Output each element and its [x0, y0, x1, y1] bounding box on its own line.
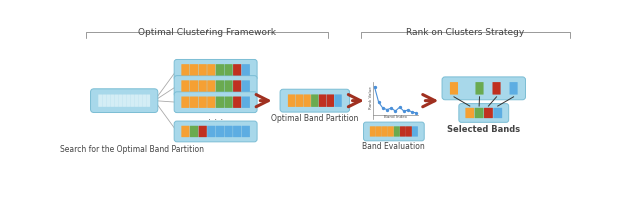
FancyBboxPatch shape: [174, 76, 257, 96]
FancyBboxPatch shape: [90, 89, 158, 113]
FancyBboxPatch shape: [484, 108, 493, 118]
Text: Optimal Band Partition: Optimal Band Partition: [271, 114, 358, 123]
FancyBboxPatch shape: [412, 126, 418, 137]
FancyBboxPatch shape: [376, 126, 382, 137]
FancyBboxPatch shape: [233, 126, 241, 137]
FancyBboxPatch shape: [233, 80, 241, 92]
FancyBboxPatch shape: [190, 97, 198, 108]
FancyBboxPatch shape: [181, 64, 189, 76]
FancyBboxPatch shape: [465, 108, 474, 118]
FancyBboxPatch shape: [509, 82, 518, 94]
FancyBboxPatch shape: [242, 126, 250, 137]
FancyBboxPatch shape: [225, 80, 233, 92]
FancyBboxPatch shape: [130, 94, 134, 107]
FancyBboxPatch shape: [296, 94, 303, 107]
FancyBboxPatch shape: [134, 94, 138, 107]
FancyBboxPatch shape: [126, 94, 130, 107]
FancyBboxPatch shape: [142, 94, 146, 107]
FancyBboxPatch shape: [242, 80, 250, 92]
FancyBboxPatch shape: [198, 126, 207, 137]
FancyBboxPatch shape: [110, 94, 114, 107]
FancyBboxPatch shape: [319, 94, 326, 107]
FancyBboxPatch shape: [303, 94, 311, 107]
FancyBboxPatch shape: [326, 94, 334, 107]
FancyBboxPatch shape: [280, 89, 349, 112]
Text: Selected Bands: Selected Bands: [447, 125, 520, 134]
FancyBboxPatch shape: [174, 121, 257, 142]
FancyBboxPatch shape: [476, 82, 484, 94]
Text: Band Index: Band Index: [384, 115, 407, 119]
FancyBboxPatch shape: [190, 126, 198, 137]
FancyBboxPatch shape: [394, 126, 400, 137]
FancyBboxPatch shape: [475, 108, 484, 118]
Text: Rank on Clusters Strategy: Rank on Clusters Strategy: [406, 28, 524, 37]
FancyBboxPatch shape: [138, 94, 142, 107]
FancyBboxPatch shape: [181, 80, 189, 92]
FancyBboxPatch shape: [400, 126, 406, 137]
FancyBboxPatch shape: [225, 64, 233, 76]
FancyBboxPatch shape: [118, 94, 122, 107]
FancyBboxPatch shape: [364, 122, 424, 141]
Bar: [368, 81, 419, 121]
FancyBboxPatch shape: [370, 126, 376, 137]
FancyBboxPatch shape: [207, 80, 216, 92]
FancyBboxPatch shape: [181, 97, 189, 108]
FancyBboxPatch shape: [181, 126, 189, 137]
FancyBboxPatch shape: [198, 97, 207, 108]
FancyBboxPatch shape: [288, 94, 295, 107]
FancyBboxPatch shape: [207, 64, 216, 76]
FancyBboxPatch shape: [99, 94, 102, 107]
FancyBboxPatch shape: [493, 108, 502, 118]
Text: Optimal Clustering Framework: Optimal Clustering Framework: [138, 28, 276, 37]
FancyBboxPatch shape: [233, 97, 241, 108]
FancyBboxPatch shape: [311, 94, 319, 107]
FancyBboxPatch shape: [225, 97, 233, 108]
FancyBboxPatch shape: [207, 126, 216, 137]
FancyBboxPatch shape: [467, 82, 475, 94]
Text: Search for the Optimal Band Partition: Search for the Optimal Band Partition: [60, 145, 204, 154]
FancyBboxPatch shape: [102, 94, 106, 107]
FancyBboxPatch shape: [106, 94, 110, 107]
FancyBboxPatch shape: [216, 126, 224, 137]
FancyBboxPatch shape: [174, 59, 257, 80]
FancyBboxPatch shape: [207, 97, 216, 108]
FancyBboxPatch shape: [198, 80, 207, 92]
FancyBboxPatch shape: [122, 94, 126, 107]
FancyBboxPatch shape: [450, 82, 458, 94]
FancyBboxPatch shape: [388, 126, 394, 137]
FancyBboxPatch shape: [484, 82, 492, 94]
FancyBboxPatch shape: [216, 64, 224, 76]
FancyBboxPatch shape: [190, 80, 198, 92]
FancyBboxPatch shape: [216, 80, 224, 92]
Text: . . .: . . .: [208, 112, 223, 122]
FancyBboxPatch shape: [334, 94, 342, 107]
FancyBboxPatch shape: [233, 64, 241, 76]
FancyBboxPatch shape: [242, 97, 250, 108]
FancyBboxPatch shape: [493, 82, 500, 94]
FancyBboxPatch shape: [115, 94, 118, 107]
FancyBboxPatch shape: [146, 94, 150, 107]
FancyBboxPatch shape: [382, 126, 388, 137]
FancyBboxPatch shape: [174, 92, 257, 113]
FancyBboxPatch shape: [225, 126, 233, 137]
FancyBboxPatch shape: [242, 64, 250, 76]
FancyBboxPatch shape: [458, 82, 467, 94]
FancyBboxPatch shape: [459, 104, 509, 122]
FancyBboxPatch shape: [190, 64, 198, 76]
FancyBboxPatch shape: [501, 82, 509, 94]
FancyBboxPatch shape: [406, 126, 412, 137]
FancyBboxPatch shape: [198, 64, 207, 76]
FancyBboxPatch shape: [442, 77, 525, 100]
Text: Band Evaluation: Band Evaluation: [362, 142, 425, 151]
Text: Rank Value: Rank Value: [369, 86, 372, 109]
FancyBboxPatch shape: [216, 97, 224, 108]
